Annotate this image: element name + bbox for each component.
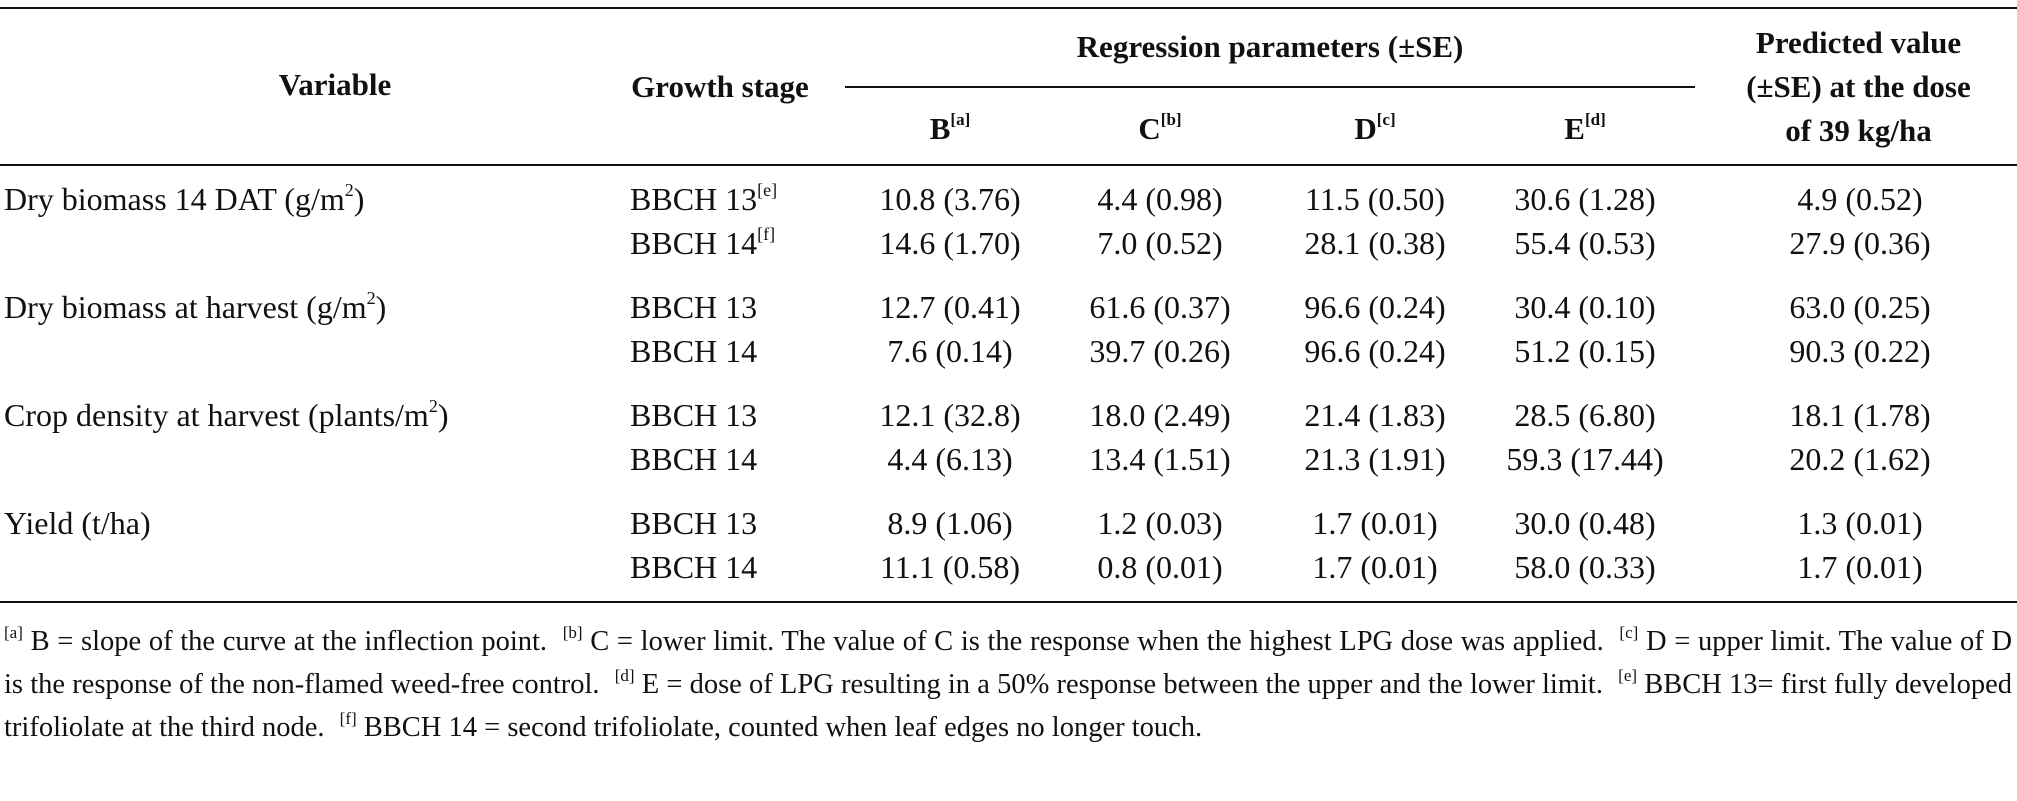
cell-b: 10.8 (3.76) — [879, 181, 1021, 217]
header-variable: Variable — [278, 67, 392, 102]
row-variable: Yield (t/ha) — [4, 505, 151, 541]
cell-c: 39.7 (0.26) — [1089, 333, 1231, 369]
cell-predicted: 1.7 (0.01) — [1797, 549, 1923, 585]
cell-b: 8.9 (1.06) — [887, 505, 1013, 541]
header-regression-parameters: Regression parameters (±SE) — [1076, 29, 1464, 64]
footnote-f: [f] BBCH 14 = second trifoliolate, count… — [339, 709, 1203, 743]
cell-c: 7.0 (0.52) — [1097, 225, 1223, 261]
cell-c: 18.0 (2.49) — [1089, 397, 1231, 433]
row-stage: BBCH 14[f] — [630, 224, 776, 261]
cell-b: 7.6 (0.14) — [887, 333, 1013, 369]
footnote-e: [e] BBCH 13= first fully developed trifo… — [4, 666, 2013, 743]
cell-c: 13.4 (1.51) — [1089, 441, 1231, 477]
cell-d: 11.5 (0.50) — [1304, 181, 1446, 217]
footnote-a: [a] B = slope of the curve at the inflec… — [4, 623, 548, 657]
cell-c: 1.2 (0.03) — [1097, 505, 1223, 541]
footnote-b: [b] C = lower limit. The value of C is t… — [562, 623, 1604, 657]
cell-d: 28.1 (0.38) — [1304, 225, 1446, 261]
header-param-e: E[d] — [1564, 110, 1606, 146]
row-stage: BBCH 14 — [630, 441, 758, 477]
row-stage: BBCH 13 — [630, 505, 758, 541]
header-param-d: D[c] — [1354, 110, 1396, 146]
row-stage: BBCH 13 — [630, 289, 758, 325]
top-rule — [0, 7, 2017, 9]
header-predicted-line3: of 39 kg/ha — [1785, 113, 1932, 148]
row-stage: BBCH 14 — [630, 333, 758, 369]
header-param-c: C[b] — [1138, 110, 1182, 146]
cell-c: 61.6 (0.37) — [1089, 289, 1231, 325]
header-growth-stage: Growth stage — [631, 69, 809, 104]
cell-e: 30.0 (0.48) — [1514, 505, 1656, 541]
cell-predicted: 63.0 (0.25) — [1789, 289, 1931, 325]
cell-predicted: 18.1 (1.78) — [1789, 397, 1931, 433]
cell-predicted: 90.3 (0.22) — [1789, 333, 1931, 369]
cell-e: 55.4 (0.53) — [1514, 225, 1656, 261]
footnote-c: [c] D = upper limit. The value of D is t… — [4, 623, 2013, 700]
cell-d: 21.4 (1.83) — [1304, 397, 1446, 433]
cell-e: 30.4 (0.10) — [1514, 289, 1656, 325]
bottom-rule — [0, 601, 2017, 603]
row-stage: BBCH 13 — [630, 397, 758, 433]
cell-predicted: 20.2 (1.62) — [1789, 441, 1931, 477]
cell-b: 4.4 (6.13) — [887, 441, 1013, 477]
table-footnotes: [a] B = slope of the curve at the inflec… — [4, 620, 2012, 749]
cell-c: 4.4 (0.98) — [1097, 181, 1223, 217]
row-stage: BBCH 13[e] — [630, 180, 778, 217]
cell-c: 0.8 (0.01) — [1097, 549, 1223, 585]
row-variable: Dry biomass 14 DAT (g/m2) — [4, 180, 365, 217]
cell-e: 59.3 (17.44) — [1506, 441, 1664, 477]
row-stage: BBCH 14 — [630, 549, 758, 585]
header-predicted-line1: Predicted value — [1755, 25, 1962, 60]
cell-e: 30.6 (1.28) — [1514, 181, 1656, 217]
header-rule — [0, 164, 2017, 166]
cell-d: 96.6 (0.24) — [1304, 333, 1446, 369]
regression-span-rule — [845, 86, 1695, 88]
row-variable: Crop density at harvest (plants/m2) — [4, 396, 449, 433]
header-predicted-line2: (±SE) at the dose — [1746, 69, 1971, 104]
footnote-d: [d] E = dose of LPG resulting in a 50% r… — [614, 666, 1603, 700]
cell-d: 1.7 (0.01) — [1312, 505, 1438, 541]
cell-d: 96.6 (0.24) — [1304, 289, 1446, 325]
cell-predicted: 1.3 (0.01) — [1797, 505, 1923, 541]
cell-e: 51.2 (0.15) — [1514, 333, 1656, 369]
row-variable: Dry biomass at harvest (g/m2) — [4, 288, 387, 325]
cell-b: 14.6 (1.70) — [879, 225, 1021, 261]
cell-b: 11.1 (0.58) — [879, 549, 1021, 585]
cell-d: 21.3 (1.91) — [1304, 441, 1446, 477]
cell-b: 12.7 (0.41) — [879, 289, 1021, 325]
header-param-b: B[a] — [929, 110, 971, 146]
cell-predicted: 4.9 (0.52) — [1797, 181, 1923, 217]
cell-e: 28.5 (6.80) — [1514, 397, 1656, 433]
cell-d: 1.7 (0.01) — [1312, 549, 1438, 585]
cell-e: 58.0 (0.33) — [1514, 549, 1656, 585]
cell-b: 12.1 (32.8) — [879, 397, 1021, 433]
cell-predicted: 27.9 (0.36) — [1789, 225, 1931, 261]
